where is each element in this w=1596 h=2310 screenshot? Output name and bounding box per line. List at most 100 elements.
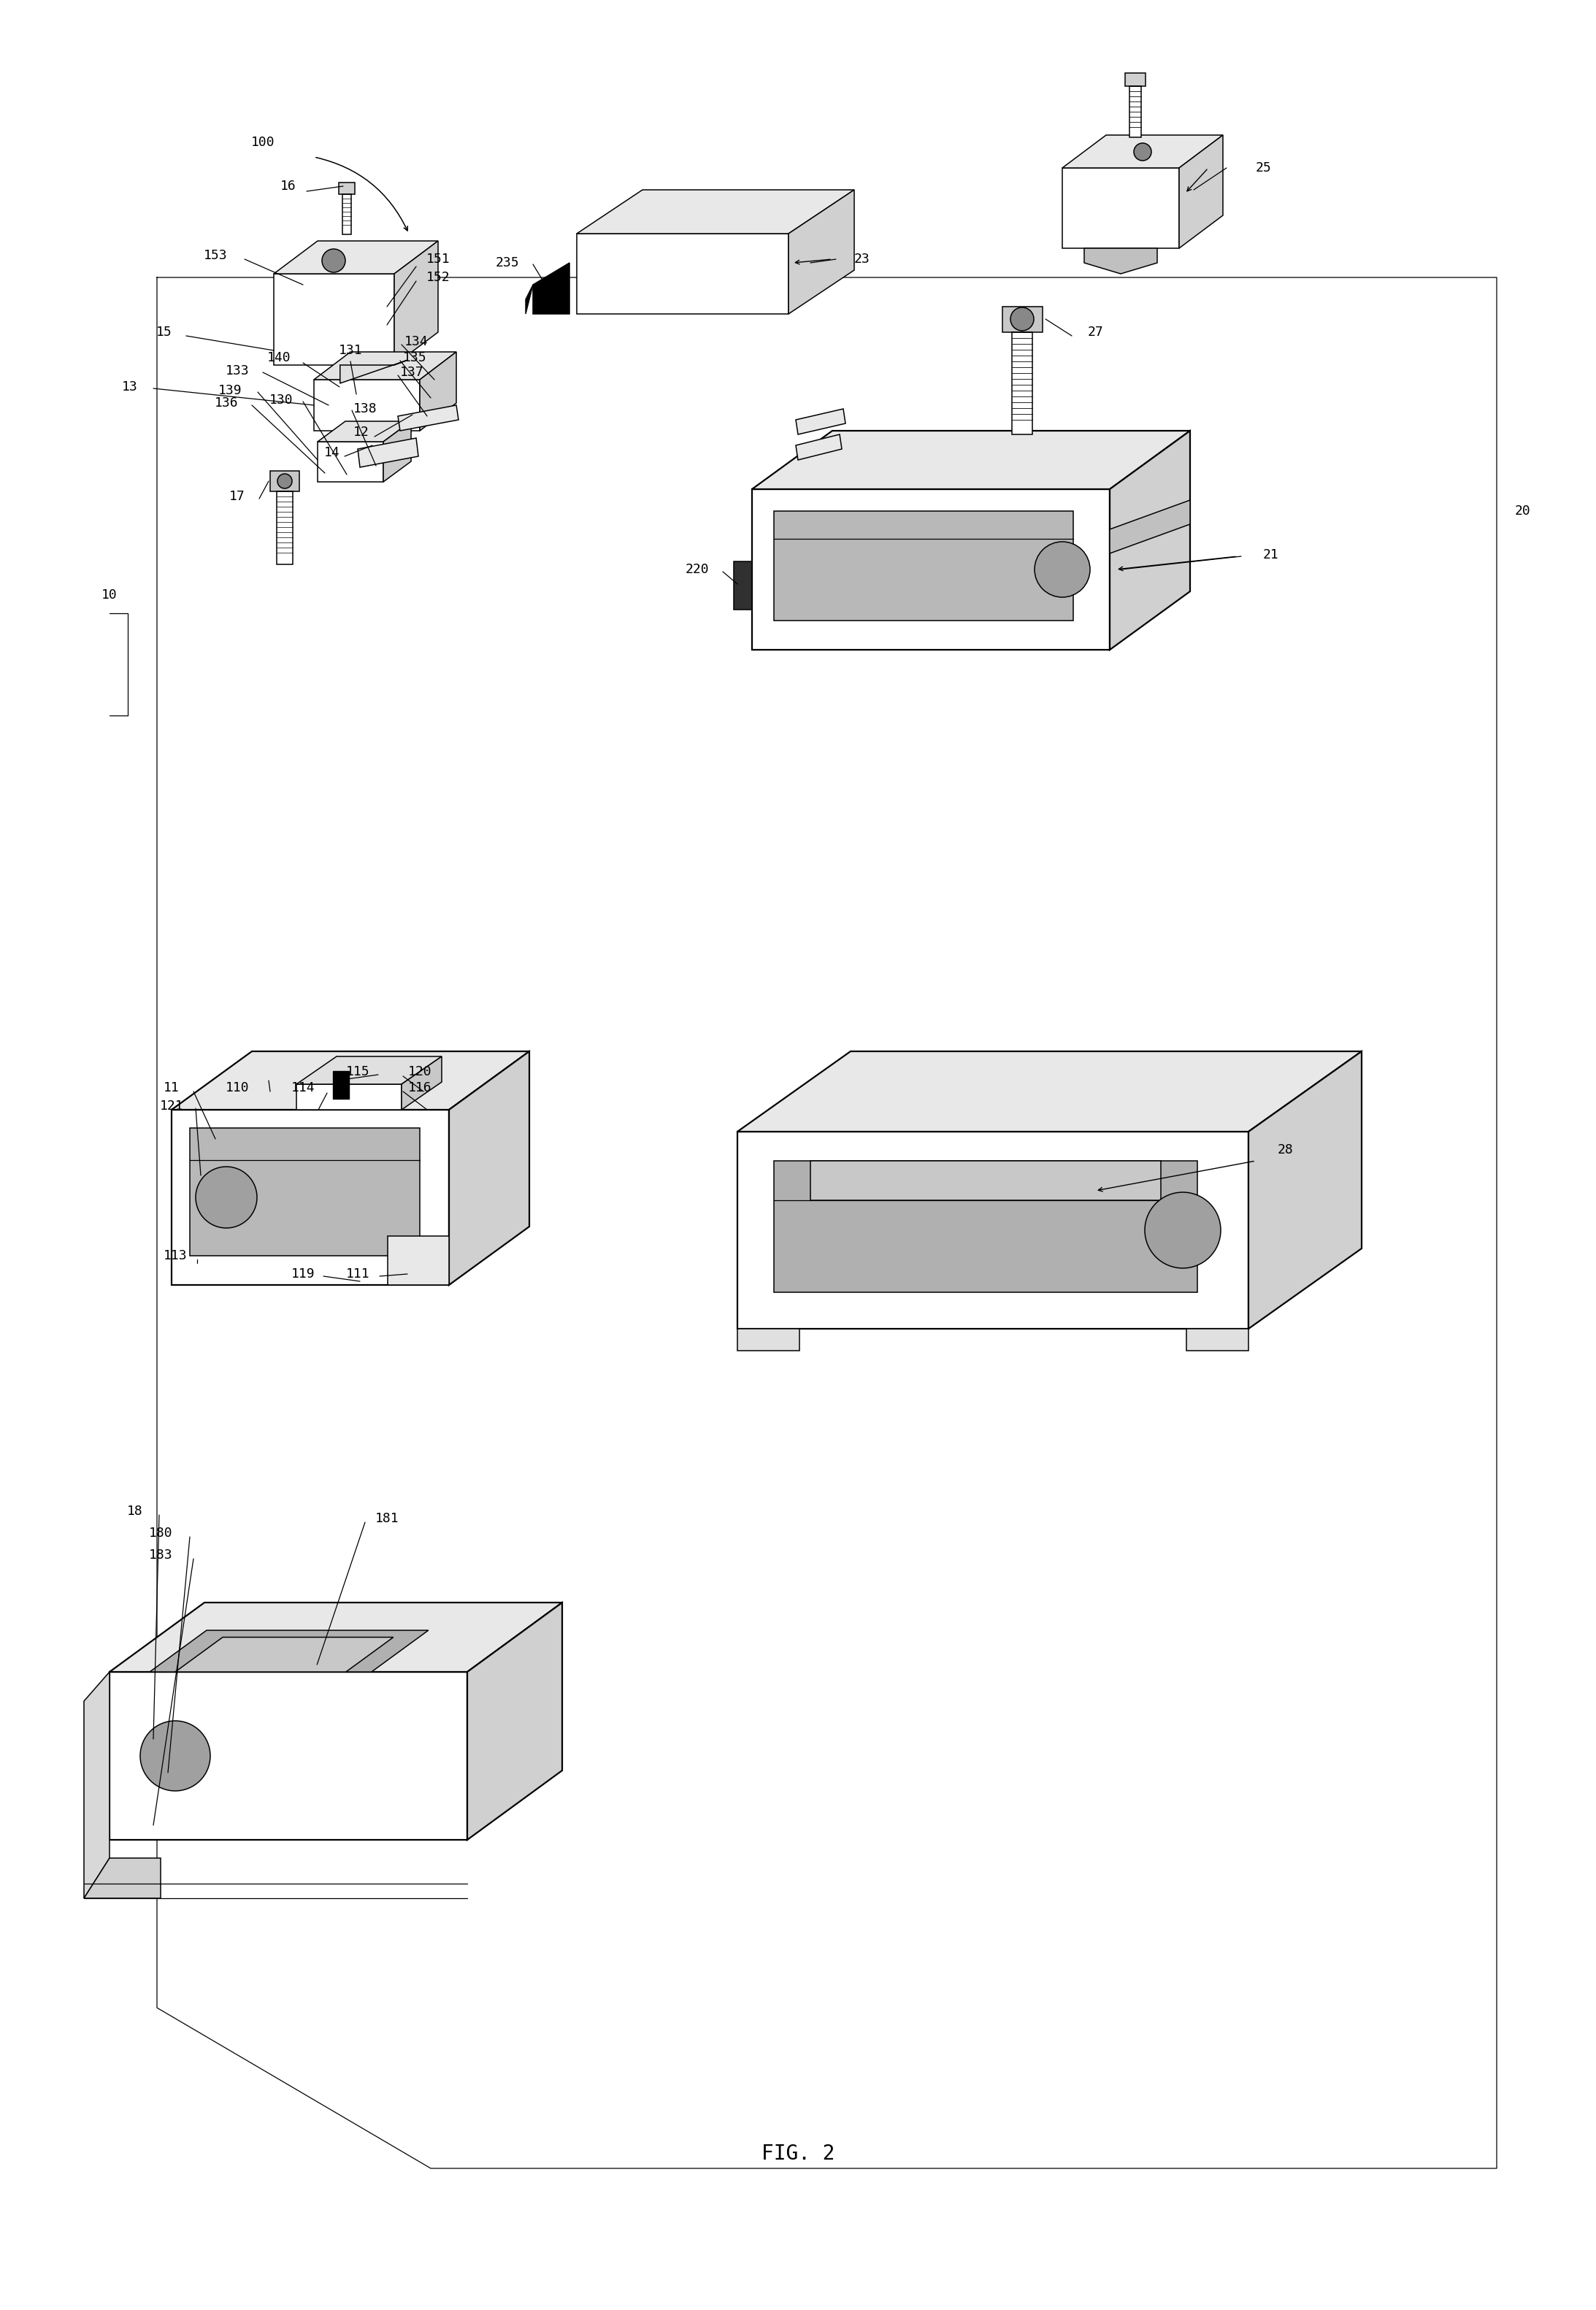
Polygon shape [297,1056,442,1083]
Polygon shape [752,430,1191,490]
Circle shape [196,1167,257,1229]
Bar [1125,74,1146,85]
Polygon shape [314,379,420,430]
Bar [1012,333,1033,434]
Text: 137: 137 [401,365,423,379]
Polygon shape [752,490,1109,649]
Bar [334,1072,350,1100]
Polygon shape [1179,134,1223,247]
Text: 180: 180 [148,1527,172,1541]
Text: 20: 20 [1515,504,1531,517]
Polygon shape [297,1083,402,1109]
Polygon shape [172,1051,530,1109]
Polygon shape [737,1051,1361,1132]
Text: 111: 111 [346,1268,370,1280]
Text: 27: 27 [1087,326,1103,340]
Text: 133: 133 [225,365,249,377]
Polygon shape [275,275,394,365]
Text: 136: 136 [214,397,238,409]
Bar [338,182,354,194]
Polygon shape [318,441,383,483]
Text: 138: 138 [353,402,377,416]
Polygon shape [737,1132,1248,1328]
Polygon shape [448,1051,530,1284]
Text: 121: 121 [160,1100,184,1113]
Circle shape [1144,1192,1221,1268]
Circle shape [1034,543,1090,598]
Polygon shape [1084,247,1157,275]
Text: 23: 23 [854,252,870,266]
Polygon shape [275,240,437,275]
Text: 116: 116 [409,1081,431,1095]
Polygon shape [1109,499,1191,554]
Polygon shape [734,561,752,610]
Bar [343,194,351,233]
Circle shape [1133,143,1151,162]
Polygon shape [150,1631,428,1672]
Text: 11: 11 [164,1081,179,1095]
Text: 16: 16 [281,180,297,192]
Polygon shape [774,1162,1197,1291]
Text: 130: 130 [270,393,294,407]
Text: 134: 134 [404,335,428,349]
Polygon shape [340,360,407,383]
Text: 18: 18 [128,1504,144,1518]
Text: 220: 220 [685,564,709,575]
Polygon shape [788,189,854,314]
Polygon shape [468,1603,562,1839]
Polygon shape [314,351,456,379]
Circle shape [140,1721,211,1790]
Text: 151: 151 [426,252,450,266]
Text: 114: 114 [290,1081,314,1095]
Polygon shape [110,1603,562,1672]
Circle shape [322,249,345,273]
Polygon shape [533,263,570,314]
Polygon shape [394,240,437,365]
Text: 12: 12 [353,425,369,439]
Polygon shape [318,420,412,441]
Text: 131: 131 [338,344,362,358]
Polygon shape [525,284,533,314]
Text: 183: 183 [148,1548,172,1562]
Polygon shape [811,1162,1160,1201]
Text: 21: 21 [1262,547,1278,561]
Polygon shape [796,409,846,434]
Text: 139: 139 [219,383,243,397]
Bar [1130,85,1141,136]
Polygon shape [358,439,418,467]
Polygon shape [796,434,841,460]
Text: 14: 14 [324,446,340,460]
Polygon shape [1109,430,1191,649]
Polygon shape [420,351,456,430]
Text: 181: 181 [375,1513,399,1525]
Bar [276,492,292,564]
Text: 13: 13 [121,381,137,393]
Text: 115: 115 [346,1065,370,1079]
Text: 28: 28 [1277,1143,1293,1157]
Polygon shape [737,1328,800,1351]
Polygon shape [1063,134,1223,169]
Polygon shape [172,1109,448,1284]
Circle shape [278,474,292,487]
Polygon shape [1248,1051,1361,1328]
Text: 17: 17 [230,490,246,504]
Text: 15: 15 [156,326,172,340]
Bar [1002,307,1042,333]
Text: FIG. 2: FIG. 2 [761,2144,835,2164]
Polygon shape [85,1672,110,1899]
Polygon shape [190,1127,420,1257]
Text: 120: 120 [409,1065,431,1079]
Polygon shape [1186,1328,1248,1351]
Polygon shape [176,1638,393,1672]
Polygon shape [397,404,458,430]
Text: 140: 140 [267,351,290,365]
Polygon shape [324,1236,448,1284]
Text: 119: 119 [290,1268,314,1280]
Polygon shape [402,1056,442,1109]
Polygon shape [774,511,1073,621]
Text: 152: 152 [426,270,450,284]
Text: 113: 113 [163,1250,187,1261]
Text: 153: 153 [203,249,227,261]
Polygon shape [1063,169,1179,247]
Polygon shape [576,233,788,314]
